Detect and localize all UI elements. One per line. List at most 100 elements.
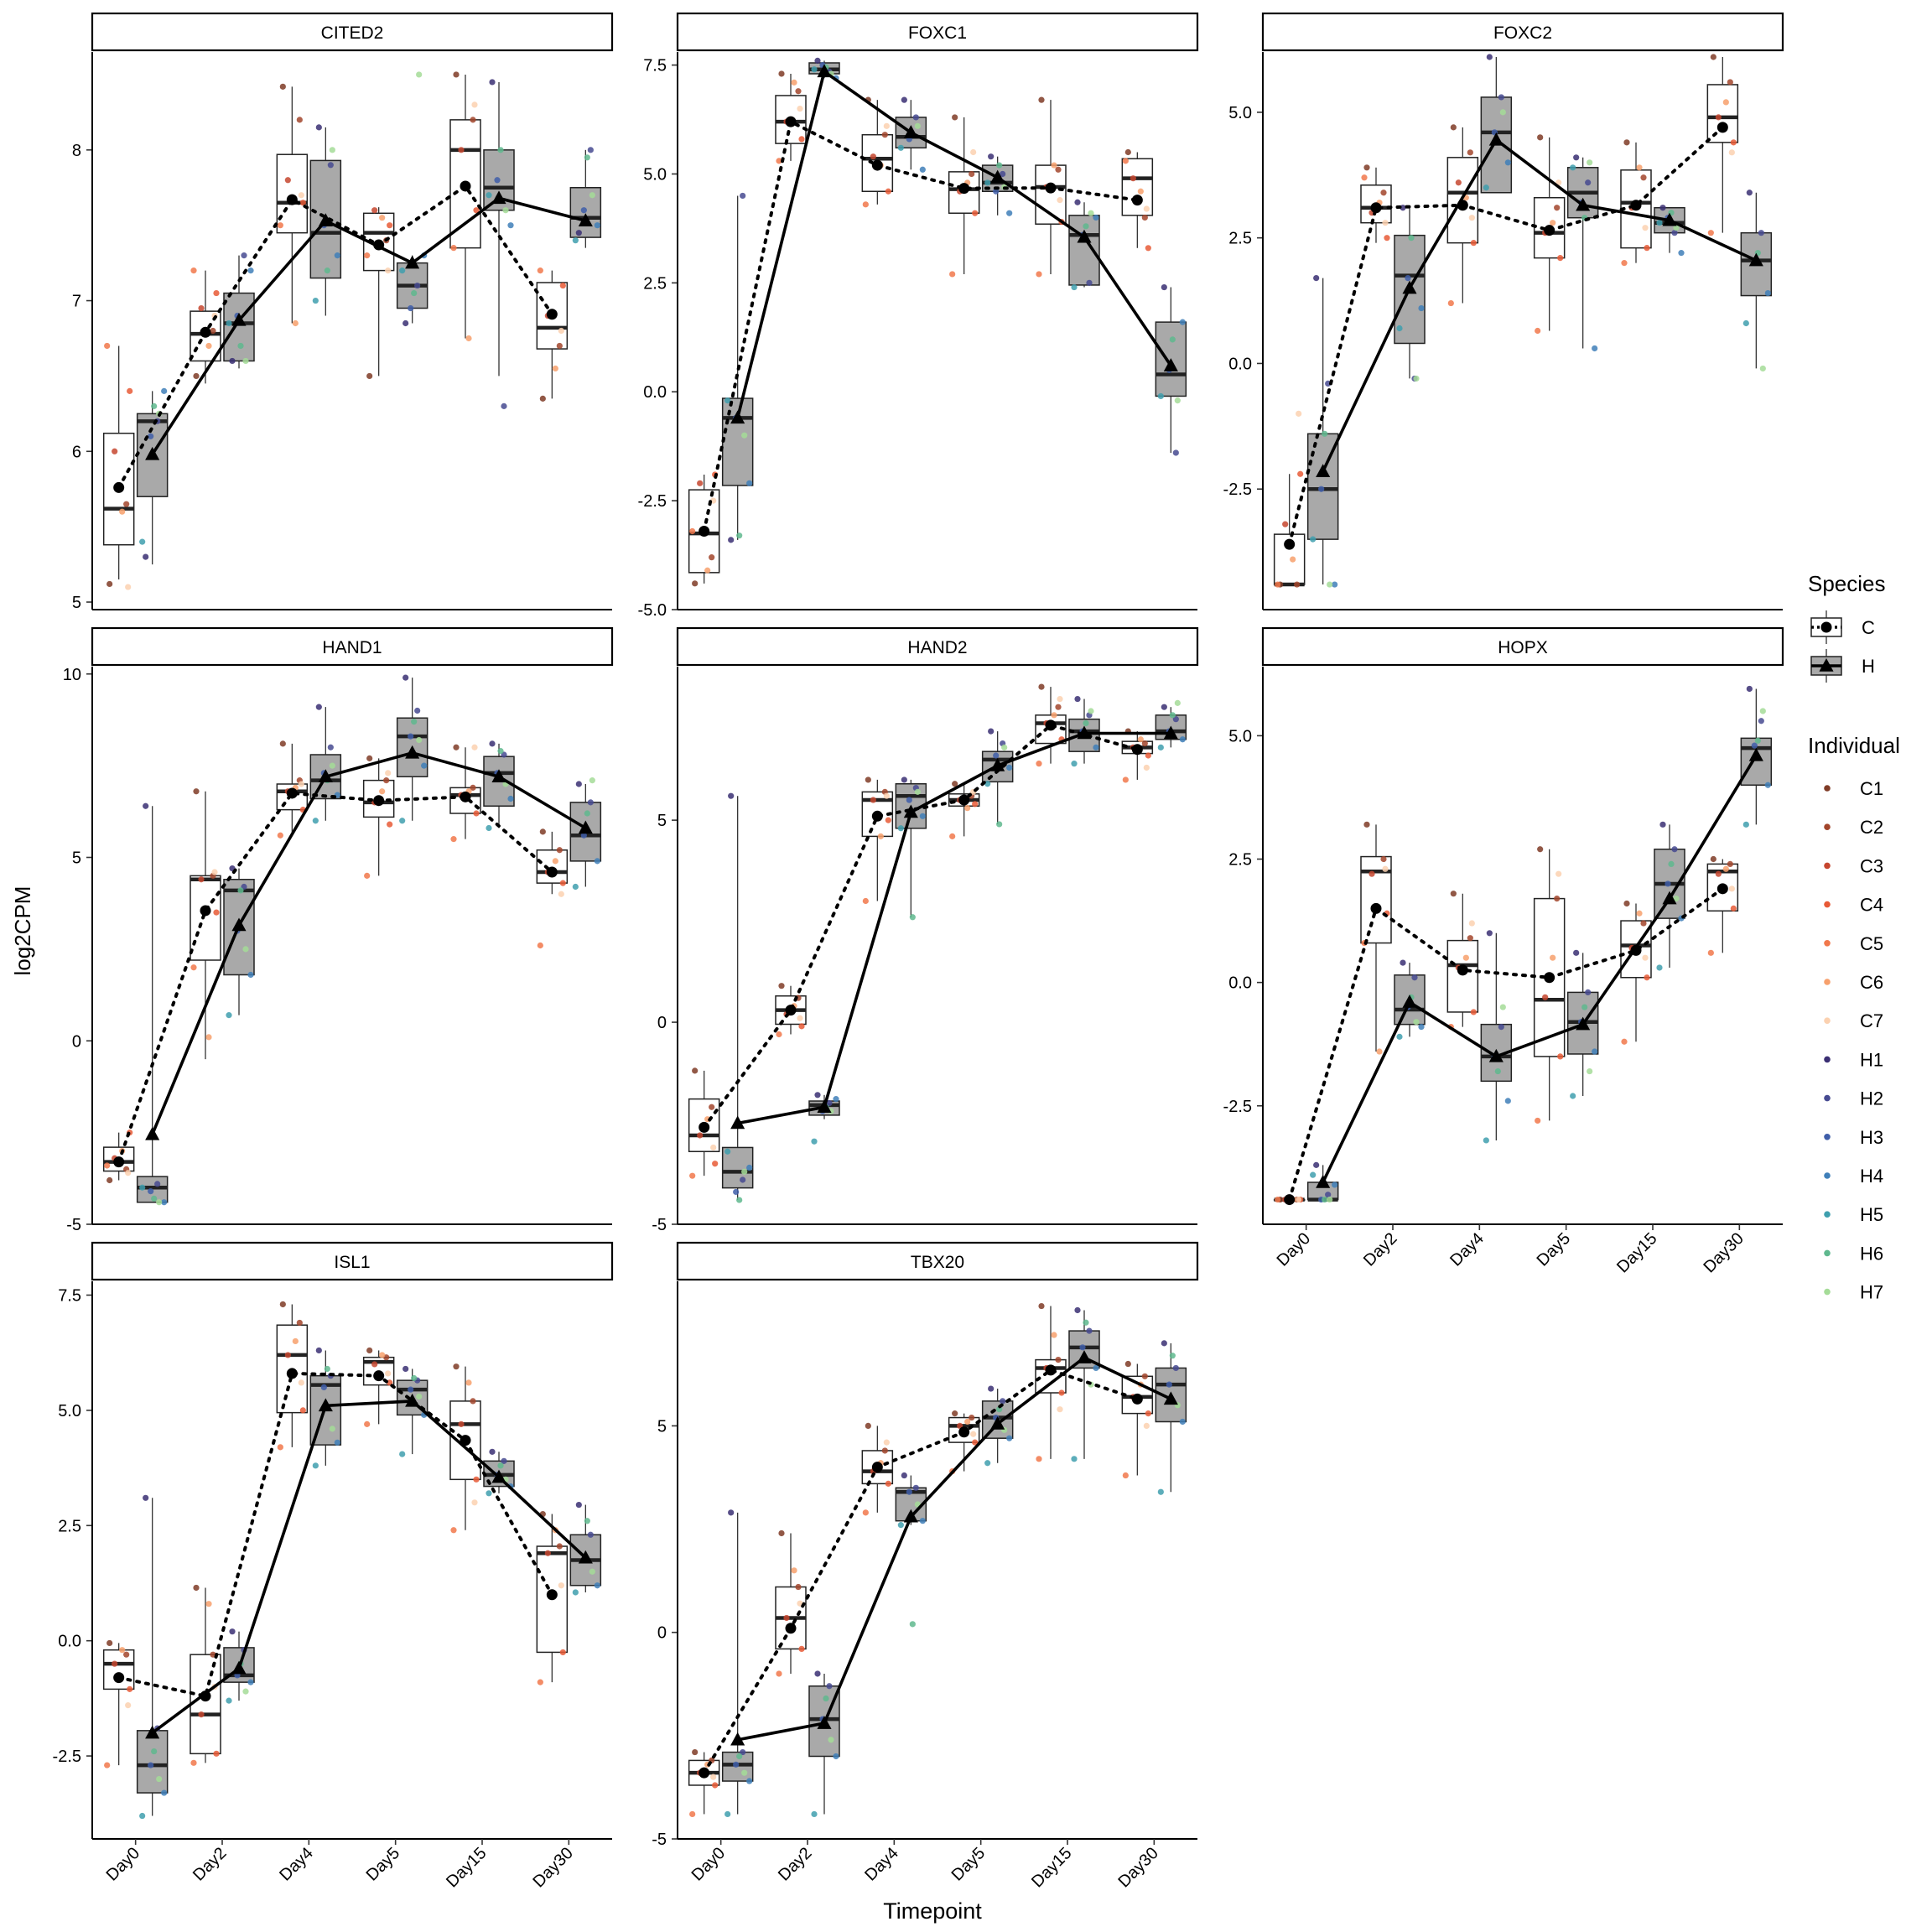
data-point <box>241 252 247 259</box>
data-point <box>277 832 283 839</box>
data-point <box>408 1386 414 1393</box>
data-point <box>746 1778 753 1784</box>
box-c <box>190 1654 221 1755</box>
data-point <box>1130 175 1136 182</box>
data-point <box>1361 174 1368 181</box>
strip-box <box>91 1241 614 1281</box>
data-point <box>106 1639 113 1647</box>
data-point <box>901 776 907 783</box>
mean-line-h <box>151 196 586 455</box>
x-tick-label: Day2 <box>1360 1229 1401 1270</box>
mean-marker-c <box>1630 200 1642 211</box>
y-tick-label: -5 <box>652 1831 667 1849</box>
mean-marker-h <box>1316 464 1331 477</box>
data-point <box>733 1188 740 1196</box>
y-tick-label: 5 <box>657 1417 667 1436</box>
data-point <box>1157 744 1164 750</box>
mean-marker-h <box>817 64 832 78</box>
data-point <box>1051 162 1057 169</box>
data-point <box>877 833 884 839</box>
data-point <box>229 357 236 365</box>
y-tick-label: 5.0 <box>1228 104 1252 122</box>
data-point <box>594 1582 600 1589</box>
data-point <box>366 755 373 761</box>
data-point <box>589 1568 595 1575</box>
mean-marker-h <box>817 1099 832 1114</box>
mean-marker-c <box>200 1690 211 1702</box>
data-point <box>470 784 476 791</box>
data-point <box>1161 283 1167 291</box>
legend-individual-c4: C4 <box>1824 895 1883 916</box>
x-tick-label: Day2 <box>190 1844 231 1885</box>
data-point <box>139 1184 146 1191</box>
data-point <box>292 1337 299 1345</box>
y-tick-label: -5.0 <box>638 601 667 620</box>
data-point <box>1656 964 1663 971</box>
data-point <box>996 162 1003 169</box>
y-tick-label: 0.0 <box>643 383 667 402</box>
x-tick-label: Day5 <box>948 1844 989 1885</box>
data-point <box>364 252 371 259</box>
data-point <box>1282 521 1289 527</box>
data-point <box>190 964 197 971</box>
data-point <box>1055 166 1062 173</box>
data-point <box>740 1748 746 1756</box>
data-point <box>1758 230 1764 236</box>
legend: Species CH Individual C1 C2 C3 C4 C5 C6 C7 H1 H2… <box>1808 571 1900 1303</box>
data-point <box>740 1176 746 1183</box>
data-point <box>119 1647 126 1654</box>
y-tick-label: 7.5 <box>643 57 667 75</box>
data-point <box>814 57 821 64</box>
data-point <box>213 289 220 297</box>
x-tick-label: Day0 <box>103 1844 144 1885</box>
data-point <box>885 817 891 823</box>
mean-marker-h <box>730 410 745 424</box>
data-point <box>862 201 869 208</box>
mean-marker-c <box>1630 944 1642 956</box>
data-point <box>1722 865 1729 872</box>
data-point <box>104 1162 111 1169</box>
mean-marker-c <box>460 1435 471 1446</box>
data-point <box>778 983 785 989</box>
data-point <box>226 1697 232 1704</box>
data-point <box>537 942 543 949</box>
data-point <box>383 777 390 784</box>
data-point <box>1000 170 1006 178</box>
mean-marker-h <box>1488 1048 1504 1062</box>
data-point <box>897 144 904 151</box>
legend-individual-keys: C1 C2 C3 C4 C5 C6 C7 H1 H2 H3 H4 H5 H6 H7 <box>1824 778 1883 1303</box>
data-point <box>1542 994 1549 1000</box>
data-point <box>205 1601 212 1607</box>
data-point <box>558 1582 564 1589</box>
data-point <box>329 762 335 769</box>
data-point <box>1483 184 1489 191</box>
mean-line-c <box>702 119 1140 533</box>
data-point <box>572 1589 579 1596</box>
mean-marker-h <box>491 769 506 782</box>
data-point <box>379 215 386 221</box>
mean-line-h <box>735 69 1172 418</box>
data-point <box>692 1748 699 1756</box>
mean-line-h <box>737 731 1171 1125</box>
data-point <box>334 1439 340 1446</box>
data-point <box>1642 225 1649 231</box>
legend-label: H1 <box>1860 1049 1883 1070</box>
data-point <box>1083 719 1089 727</box>
data-point <box>1730 139 1737 146</box>
data-point <box>724 1148 731 1155</box>
data-point <box>1322 1196 1328 1203</box>
legend-individual-h2: H2 <box>1824 1088 1883 1109</box>
data-point <box>402 1365 409 1373</box>
mean-marker-h <box>231 917 247 932</box>
y-tick-label: 0.0 <box>1228 974 1252 993</box>
data-point <box>972 210 979 216</box>
mean-marker-h <box>405 1393 420 1407</box>
mean-marker-h <box>990 1415 1005 1430</box>
mean-marker-h <box>1748 747 1763 761</box>
mean-marker-h <box>578 820 593 834</box>
data-point <box>712 1161 719 1167</box>
data-point <box>123 1651 130 1658</box>
mean-marker-h <box>145 1126 160 1140</box>
data-point <box>1557 255 1564 262</box>
data-point <box>470 1398 476 1405</box>
